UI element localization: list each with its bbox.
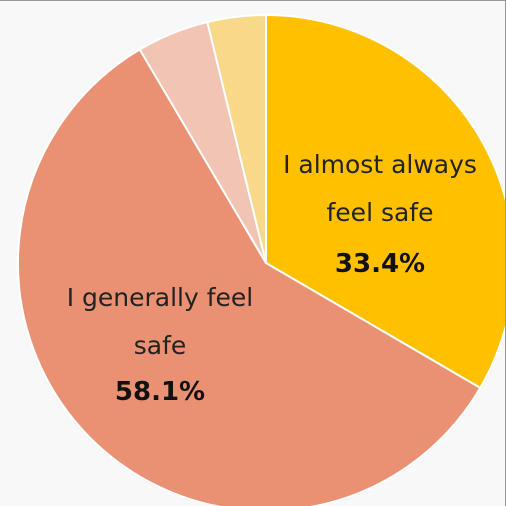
pie-slice <box>17 48 482 506</box>
slice-label: I generally feel safe <box>66 283 254 360</box>
value-label: 58.1% <box>114 377 206 407</box>
pie-slice <box>265 13 505 390</box>
slice-label: I almost always feel safe <box>283 150 477 227</box>
pie-slice <box>206 13 267 264</box>
value-label: 33.4% <box>334 249 426 279</box>
